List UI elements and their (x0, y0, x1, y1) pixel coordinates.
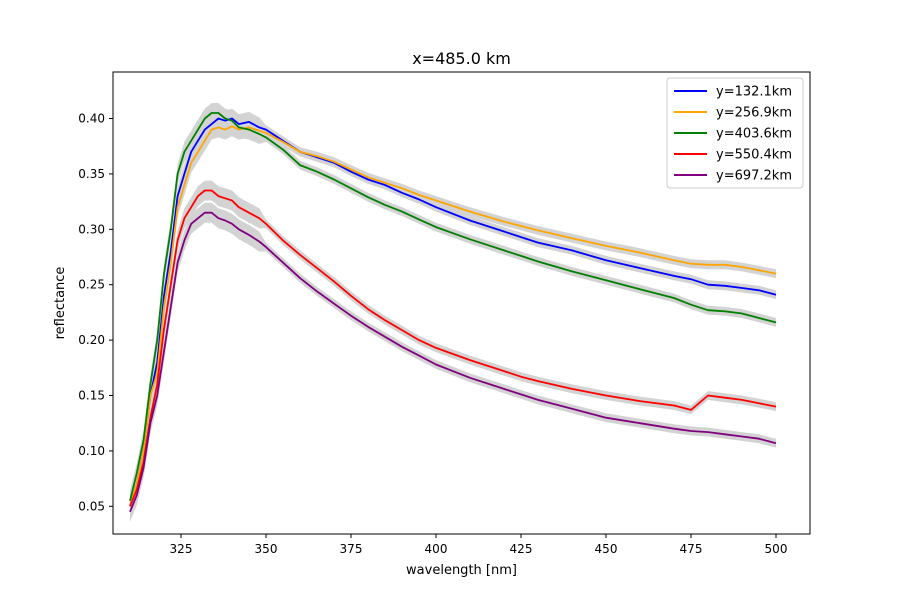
x-axis-label: wavelength [nm] (406, 563, 517, 578)
series-line (129, 112, 777, 502)
x-tick-label: 375 (340, 542, 363, 556)
y-tick-label: 0.10 (78, 444, 105, 458)
y-tick-label: 0.30 (78, 222, 105, 236)
y-tick-label: 0.25 (78, 278, 105, 292)
series-line (129, 125, 777, 507)
y-axis-label: reflectance (53, 267, 68, 340)
y-tick-label: 0.15 (78, 389, 105, 403)
series-line (129, 211, 777, 513)
x-tick-label: 425 (510, 542, 533, 556)
series-line (129, 189, 777, 507)
x-tick-label: 500 (765, 542, 788, 556)
legend-label: y=403.6km (716, 127, 792, 142)
x-tick-label: 400 (425, 542, 448, 556)
x-tick-label: 325 (170, 542, 193, 556)
x-tick-label: 475 (680, 542, 703, 556)
series-lines (129, 112, 777, 513)
y-tick-label: 0.05 (78, 499, 105, 513)
legend-label: y=550.4km (716, 148, 792, 163)
x-axis-ticks: 325 350 375 400 425 450 475 500 (170, 534, 788, 556)
legend: y=132.1km y=256.9km y=403.6km y=550.4km y=69… (666, 77, 804, 189)
legend-label: y=256.9km (716, 106, 792, 121)
x-tick-label: 350 (255, 542, 278, 556)
legend-box (666, 77, 804, 189)
x-tick-label: 450 (595, 542, 618, 556)
y-tick-label: 0.20 (78, 333, 105, 347)
legend-items: y=132.1km y=256.9km y=403.6km y=550.4km y=69… (674, 85, 792, 184)
uncertainty-band (130, 103, 776, 511)
axes-frame (112, 71, 811, 535)
legend-label: y=697.2km (716, 169, 792, 184)
y-tick-label: 0.35 (78, 167, 105, 181)
chart-title: x=485.0 km (412, 49, 511, 68)
y-axis-ticks: 0.05 0.10 0.15 0.20 0.25 0.30 0.35 0.40 (78, 112, 113, 513)
legend-label: y=132.1km (716, 85, 792, 100)
y-tick-label: 0.40 (78, 112, 105, 126)
plot-area (129, 103, 777, 522)
